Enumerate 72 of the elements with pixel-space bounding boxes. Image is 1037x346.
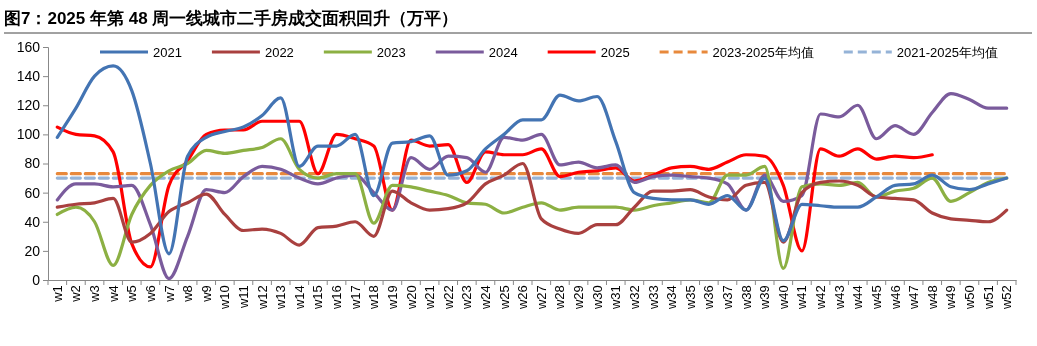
x-tick-label: w39 xyxy=(757,285,773,311)
x-tick-label: w5 xyxy=(124,285,140,303)
x-tick-label: w13 xyxy=(273,285,289,311)
legend-label: 2024 xyxy=(488,45,518,60)
x-tick-label: w30 xyxy=(589,285,605,311)
x-tick-label: w37 xyxy=(720,285,736,311)
x-tick-label: w6 xyxy=(142,285,158,303)
x-tick-label: w31 xyxy=(608,285,624,311)
x-tick-label: w3 xyxy=(87,285,103,303)
y-tick-label: 40 xyxy=(24,213,41,230)
x-tick-label: w11 xyxy=(236,285,252,310)
x-tick-label: w45 xyxy=(868,285,884,311)
x-tick-label: w8 xyxy=(180,285,196,303)
x-tick-label: w29 xyxy=(571,285,587,311)
x-tick-label: w24 xyxy=(478,285,494,311)
x-tick-label: w19 xyxy=(384,285,400,311)
x-tick-label: w52 xyxy=(999,285,1015,311)
x-tick-label: w40 xyxy=(775,285,791,311)
y-tick-label: 60 xyxy=(24,184,41,201)
x-tick-label: w18 xyxy=(366,285,382,311)
x-tick-label: w32 xyxy=(626,285,642,311)
x-tick-label: w48 xyxy=(924,285,940,311)
y-tick-label: 80 xyxy=(24,155,41,172)
x-tick-label: w44 xyxy=(850,285,866,311)
y-tick-label: 140 xyxy=(16,68,41,85)
legend-label: 2022 xyxy=(264,45,294,60)
x-tick-label: w41 xyxy=(794,285,810,311)
x-tick-label: w46 xyxy=(887,285,903,311)
legend-label: 2021 xyxy=(153,45,182,60)
x-tick-label: w33 xyxy=(645,285,661,311)
x-tick-label: w35 xyxy=(682,285,698,311)
x-tick-label: w50 xyxy=(962,285,978,311)
x-tick-label: w28 xyxy=(552,285,568,311)
y-tick-label: 160 xyxy=(16,38,41,55)
x-tick-label: w10 xyxy=(217,285,233,311)
x-tick-label: w23 xyxy=(459,285,475,311)
x-tick-label: w16 xyxy=(329,285,345,311)
legend-label: 2023 xyxy=(376,45,406,60)
x-tick-label: w26 xyxy=(515,285,531,311)
x-tick-label: w25 xyxy=(496,285,512,311)
y-tick-label: 20 xyxy=(24,242,41,259)
x-tick-label: w9 xyxy=(198,285,214,303)
y-tick-label: 120 xyxy=(16,97,41,114)
x-tick-label: w21 xyxy=(422,285,438,311)
x-tick-label: w14 xyxy=(291,285,307,311)
x-tick-label: w15 xyxy=(310,285,326,311)
x-tick-label: w47 xyxy=(906,285,922,311)
x-tick-label: w36 xyxy=(701,285,717,311)
y-tick-label: 100 xyxy=(16,126,41,143)
x-tick-label: w49 xyxy=(943,285,959,311)
legend-label: 2023-2025年均值 xyxy=(712,45,814,60)
legend-label: 2021-2025年均值 xyxy=(896,45,998,60)
x-tick-label: w43 xyxy=(831,285,847,311)
x-tick-label: w17 xyxy=(347,285,363,311)
x-tick-label: w20 xyxy=(403,285,419,311)
legend-label: 2025 xyxy=(600,45,630,60)
x-tick-label: w22 xyxy=(440,285,456,311)
x-tick-label: w51 xyxy=(980,285,996,311)
x-tick-label: w2 xyxy=(68,285,84,303)
x-tick-label: w42 xyxy=(813,285,829,311)
x-tick-label: w12 xyxy=(254,285,270,311)
y-tick-label: 0 xyxy=(32,271,41,288)
line-series xyxy=(55,64,1009,256)
x-tick-label: w1 xyxy=(49,285,65,303)
x-tick-label: w38 xyxy=(738,285,754,311)
x-tick-label: w7 xyxy=(161,285,177,303)
x-tick-label: w4 xyxy=(105,285,121,303)
x-tick-label: w34 xyxy=(664,285,680,311)
line-series xyxy=(55,92,1009,281)
x-tick-label: w27 xyxy=(533,285,549,311)
line-series xyxy=(55,161,1009,247)
chart-title: 图7：2025 年第 48 周一线城市二手房成交面积回升（万平） xyxy=(4,9,459,28)
